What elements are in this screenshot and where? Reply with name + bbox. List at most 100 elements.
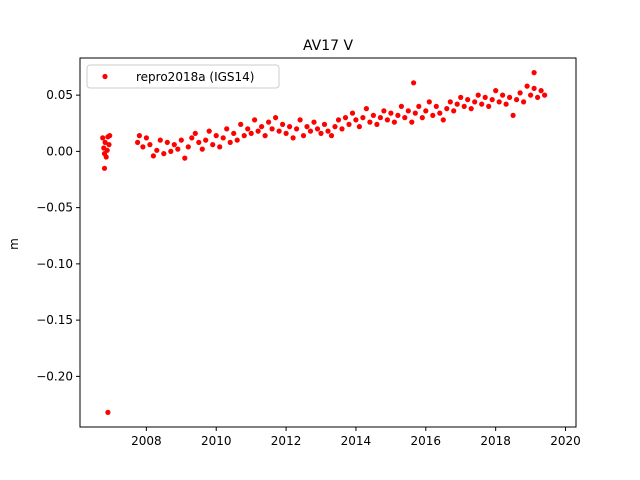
data-point — [206, 128, 212, 134]
data-point — [189, 135, 195, 141]
data-point — [102, 139, 108, 145]
data-point — [535, 94, 541, 100]
data-point — [353, 117, 359, 123]
data-point — [412, 110, 418, 116]
data-point — [157, 137, 163, 143]
data-point — [255, 128, 261, 134]
x-tick-label: 2012 — [271, 434, 302, 448]
data-point — [161, 151, 167, 157]
data-point — [107, 133, 113, 139]
data-point — [514, 97, 520, 103]
data-point — [290, 135, 296, 141]
data-point — [472, 99, 478, 105]
data-point — [388, 110, 394, 116]
data-point — [178, 137, 184, 143]
data-point — [507, 94, 513, 100]
data-point — [367, 119, 373, 125]
data-point — [300, 133, 307, 139]
data-point — [461, 103, 467, 109]
data-point — [294, 126, 300, 132]
data-point — [468, 106, 474, 112]
data-point — [245, 126, 251, 132]
y-tick-label: 0.00 — [46, 144, 73, 158]
data-point — [307, 128, 314, 134]
data-point — [199, 146, 205, 152]
data-point — [528, 92, 534, 98]
data-point — [423, 108, 429, 114]
data-point — [238, 121, 244, 127]
data-point — [500, 92, 506, 98]
data-point — [224, 126, 230, 132]
y-tick-label: −0.05 — [36, 201, 73, 215]
data-point — [150, 153, 156, 159]
data-point — [136, 133, 142, 139]
data-point — [479, 101, 485, 107]
data-point — [273, 115, 279, 121]
legend-box — [86, 64, 280, 89]
data-point — [496, 99, 502, 105]
x-tick-label: 2016 — [411, 434, 442, 448]
data-point — [356, 124, 362, 130]
data-point — [252, 117, 258, 123]
data-point — [531, 70, 537, 76]
data-point — [328, 133, 335, 139]
data-point — [168, 148, 174, 154]
plot-frame — [79, 57, 577, 428]
data-point — [482, 94, 488, 100]
data-point — [287, 124, 293, 130]
data-point — [451, 108, 457, 114]
data-point — [321, 121, 328, 127]
data-point — [234, 137, 240, 143]
data-point — [510, 112, 516, 118]
data-point — [185, 144, 191, 150]
data-point — [311, 119, 317, 125]
data-point — [458, 94, 464, 100]
data-point — [339, 126, 345, 132]
data-point — [426, 99, 432, 105]
data-point — [486, 103, 492, 109]
data-point — [447, 99, 453, 105]
data-point — [266, 119, 272, 125]
chart-title: AV17 V — [303, 38, 354, 54]
data-point — [363, 106, 369, 112]
data-point — [503, 101, 509, 107]
data-point — [248, 130, 254, 136]
outlier-point — [105, 409, 111, 415]
data-point — [411, 80, 417, 86]
y-tick-label: 0.05 — [46, 88, 73, 102]
data-point — [524, 83, 530, 89]
data-point — [381, 108, 387, 114]
data-point — [384, 117, 390, 123]
data-point — [262, 133, 268, 139]
x-tick-label: 2020 — [550, 434, 581, 448]
y-tick-label: −0.10 — [36, 257, 73, 271]
data-point — [489, 97, 495, 103]
data-point — [175, 146, 181, 152]
data-point — [542, 92, 548, 98]
data-point — [182, 155, 188, 161]
data-point — [203, 137, 209, 143]
scatter-points — [100, 70, 548, 415]
data-point — [346, 121, 352, 127]
x-tick-label: 2014 — [341, 434, 372, 448]
legend-marker — [102, 73, 108, 80]
data-point — [419, 115, 425, 121]
data-point — [430, 112, 436, 118]
data-point — [391, 119, 397, 125]
x-tick-label: 2008 — [131, 434, 162, 448]
data-point — [192, 130, 198, 136]
data-point — [135, 139, 141, 145]
data-point — [538, 88, 544, 94]
data-point — [210, 142, 216, 148]
data-point — [259, 124, 265, 130]
data-point — [314, 126, 321, 132]
x-tick-label: 2018 — [480, 434, 511, 448]
data-point — [217, 144, 223, 150]
data-point — [349, 110, 356, 116]
data-point — [106, 142, 112, 148]
data-point — [325, 128, 331, 134]
y-tick-label: −0.20 — [36, 369, 73, 383]
data-point — [370, 112, 376, 118]
data-point — [475, 92, 481, 98]
